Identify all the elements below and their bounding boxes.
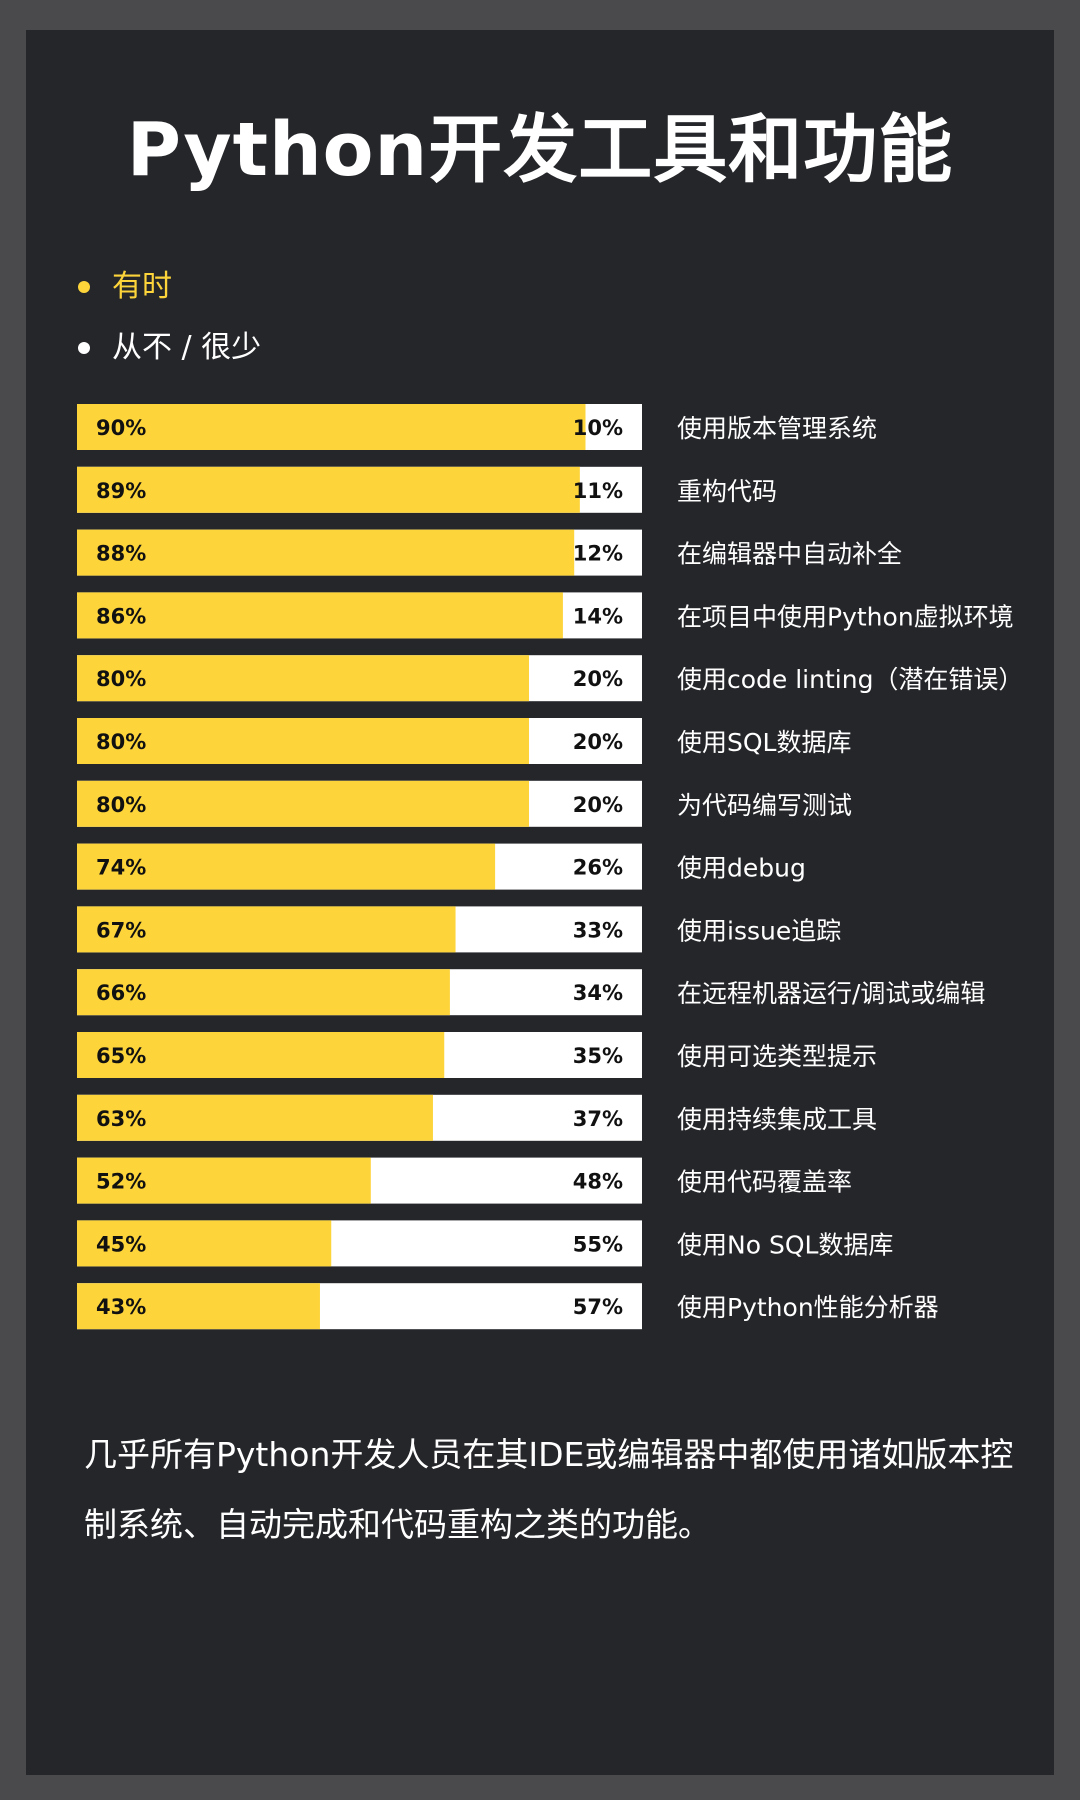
category-label: 在编辑器中自动补全 [677, 540, 902, 569]
category-label: 使用SQL数据库 [677, 728, 851, 757]
bar-sometimes-segment [77, 655, 529, 702]
bar-sometimes-label: 43% [96, 1295, 146, 1319]
bar-sometimes-segment [77, 843, 496, 890]
bar-never-label: 10% [573, 416, 623, 440]
bar-never-label: 11% [573, 479, 623, 503]
bar-sometimes-segment [77, 1283, 320, 1330]
bar-never-label: 37% [573, 1107, 623, 1131]
bar-sometimes-segment [77, 1220, 332, 1267]
category-label: 使用No SQL数据库 [677, 1230, 893, 1259]
bar-never-label: 14% [573, 604, 623, 628]
bar-sometimes-label: 90% [96, 416, 146, 440]
bar-sometimes-segment [77, 718, 529, 764]
bar-sometimes-segment [77, 1032, 445, 1078]
bar-sometimes-segment [77, 529, 575, 576]
bar-sometimes-segment [77, 404, 586, 450]
bar-sometimes-segment [77, 780, 529, 827]
bar-never-label: 20% [573, 730, 623, 754]
bar-sometimes-segment [77, 592, 563, 639]
bar-sometimes-label: 88% [96, 542, 146, 566]
legend-item-never: 从不 / 很少 [78, 328, 261, 368]
page-title: Python开发工具和功能 [126, 107, 954, 193]
bar-sometimes-label: 52% [96, 1170, 146, 1194]
category-label: 在远程机器运行/调试或编辑 [677, 979, 985, 1008]
bar-sometimes-segment [77, 969, 450, 1016]
bar-never-label: 35% [573, 1044, 623, 1068]
category-label: 使用Python性能分析器 [677, 1293, 939, 1322]
bar-sometimes-label: 67% [96, 918, 146, 942]
category-label: 使用可选类型提示 [677, 1042, 877, 1071]
bar-never-label: 57% [573, 1295, 623, 1319]
legend-label-sometimes: 有时 [112, 269, 172, 304]
bar-sometimes-label: 63% [96, 1107, 146, 1131]
category-label: 使用issue追踪 [677, 916, 841, 945]
bar-sometimes-label: 66% [96, 981, 146, 1005]
category-label: 使用code linting（潜在错误） [677, 665, 1023, 694]
category-label: 在项目中使用Python虚拟环境 [677, 602, 1014, 631]
bar-sometimes-segment [77, 466, 580, 513]
bar-never-label: 20% [573, 793, 623, 817]
bar-sometimes-label: 80% [96, 793, 146, 817]
bar-sometimes-segment [77, 1157, 371, 1204]
bar-never-label: 33% [573, 918, 623, 942]
bar-sometimes-label: 45% [96, 1232, 146, 1256]
bar-sometimes-label: 86% [96, 604, 146, 628]
bar-sometimes-label: 89% [96, 479, 146, 503]
category-label: 使用持续集成工具 [677, 1105, 877, 1134]
bar-never-label: 26% [573, 856, 623, 880]
footnote: 几乎所有Python开发人员在其IDE或编辑器中都使用诸如版本控制系统、自动完成… [84, 1435, 1014, 1544]
legend-label-never: 从不 / 很少 [112, 330, 262, 365]
bar-sometimes-segment [77, 906, 456, 953]
bar-sometimes-label: 74% [96, 856, 146, 880]
category-label: 使用代码覆盖率 [677, 1168, 852, 1197]
category-label: 为代码编写测试 [677, 791, 852, 820]
content-panel [26, 30, 1054, 1775]
category-label: 重构代码 [677, 477, 777, 506]
category-label: 使用版本管理系统 [677, 414, 877, 443]
bar-never-label: 34% [573, 981, 623, 1005]
bar-sometimes-label: 80% [96, 730, 146, 754]
bar-sometimes-label: 80% [96, 667, 146, 691]
bar-never-label: 55% [573, 1232, 623, 1256]
bar-never-label: 20% [573, 667, 623, 691]
bar-never-label: 12% [573, 542, 623, 566]
legend-dot-never [78, 342, 90, 354]
bar-sometimes-label: 65% [96, 1044, 146, 1068]
bar-sometimes-segment [77, 1094, 433, 1141]
category-label: 使用debug [677, 854, 806, 883]
legend-dot-sometimes [78, 281, 90, 293]
legend-item-sometimes: 有时 [78, 267, 172, 307]
bar-never-label: 48% [573, 1170, 623, 1194]
